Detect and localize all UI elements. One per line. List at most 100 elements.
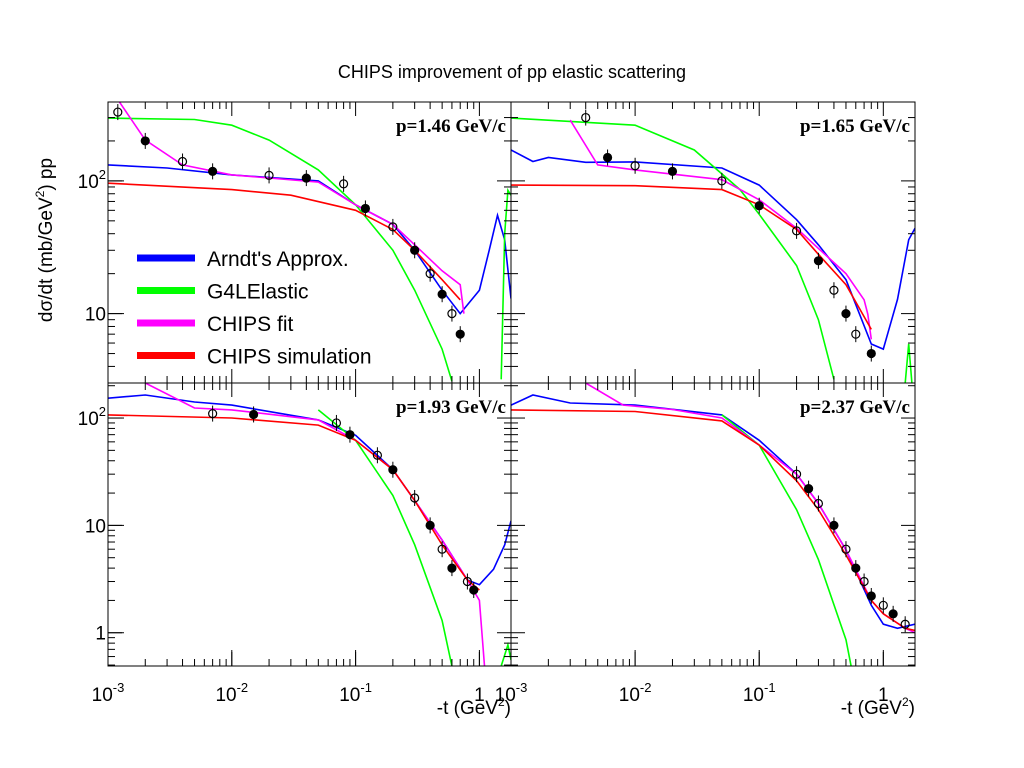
- data-point: [581, 112, 591, 123]
- tick-label-base: 10: [743, 685, 764, 706]
- series-line: [108, 117, 511, 382]
- annotation: p=1.93 GeV/c: [396, 397, 506, 418]
- data-point: [264, 170, 274, 180]
- annotation: p=2.37 GeV/c: [800, 397, 910, 418]
- data-point: [372, 450, 382, 460]
- data-point: [410, 493, 420, 503]
- tick-label: 10-1: [743, 680, 776, 706]
- data-point: [455, 329, 465, 339]
- data-point: [791, 226, 802, 236]
- series-line: [569, 119, 873, 340]
- data-point: [866, 348, 876, 359]
- legend-label: G4LElastic: [207, 281, 309, 304]
- series-line: [511, 394, 915, 630]
- x-label-tail: ): [505, 698, 511, 719]
- tick-label-exponent: 2: [99, 167, 106, 182]
- y-label-text: dσ/dt (mb/GeV: [36, 197, 57, 322]
- data-point: [813, 256, 824, 266]
- tick-label-exponent: -1: [360, 680, 372, 695]
- tick-label: 1: [474, 685, 485, 706]
- data-point: [888, 609, 898, 619]
- tick-label: 10-2: [619, 680, 652, 706]
- data-point: [447, 563, 457, 573]
- data-point: [177, 156, 188, 167]
- tick-label: 10-3: [495, 680, 528, 706]
- data-point: [301, 173, 311, 183]
- data-point: [667, 166, 678, 176]
- data-point: [425, 269, 435, 279]
- data-point: [388, 465, 398, 475]
- tick-label: 102: [78, 404, 106, 430]
- series-line: [108, 414, 480, 591]
- data-point: [360, 203, 371, 214]
- tick-label-exponent: -1: [764, 680, 776, 695]
- tick-label-base: 10: [78, 172, 99, 193]
- plot-area: [108, 383, 511, 666]
- y-axis-label: dσ/dt (mb/GeV2) pp: [33, 158, 57, 322]
- data-point: [469, 585, 479, 595]
- x-label-exponent: 2: [902, 695, 909, 709]
- data-point: [829, 285, 839, 295]
- data-point: [841, 544, 851, 554]
- y-label-exponent: 2: [33, 190, 47, 197]
- frame: [510, 382, 916, 667]
- data-point: [866, 591, 876, 601]
- tick-label: 10-3: [92, 680, 125, 706]
- axis-ticks: [510, 102, 915, 384]
- series-line: [511, 149, 915, 351]
- plot-area: [108, 102, 511, 382]
- data-point: [859, 576, 869, 587]
- data-point: [345, 430, 355, 440]
- series-line: [118, 102, 465, 314]
- x-axis-label: -t (GeV2): [437, 695, 511, 719]
- legend-label: Arndt's Approx.: [207, 248, 349, 271]
- frame: [107, 101, 512, 384]
- data-point: [630, 161, 640, 171]
- data-point: [878, 600, 888, 610]
- data-point: [113, 107, 123, 117]
- data-point: [410, 245, 420, 255]
- tick-label: 1: [95, 624, 106, 645]
- x-label-exponent: 2: [498, 695, 505, 709]
- data-point: [447, 309, 457, 319]
- title: CHIPS improvement of pp elastic scatteri…: [338, 62, 686, 82]
- tick-label: 102: [78, 167, 106, 193]
- annotation: p=1.46 GeV/c: [396, 116, 506, 137]
- data-point: [829, 520, 839, 530]
- series-line: [585, 383, 915, 634]
- series-line: [511, 117, 913, 383]
- data-point: [208, 166, 218, 176]
- data-point: [437, 544, 447, 554]
- tick-label: 10-2: [215, 680, 248, 706]
- tick-label: 10: [85, 516, 106, 537]
- series-line: [511, 409, 915, 632]
- data-point: [462, 576, 473, 587]
- data-point: [791, 469, 802, 479]
- tick-label-base: 10: [78, 409, 99, 430]
- data-point: [851, 563, 861, 573]
- annotation: p=1.65 GeV/c: [800, 116, 910, 137]
- tick-label-base: 10: [215, 685, 236, 706]
- plot-area: [511, 383, 915, 666]
- tick-label-exponent: 2: [99, 404, 106, 419]
- tick-label-exponent: -3: [516, 680, 528, 695]
- data-point: [425, 520, 435, 530]
- tick-label-base: 10: [339, 685, 360, 706]
- data-point: [602, 152, 613, 163]
- data-point: [437, 289, 447, 299]
- tick-label-base: 10: [619, 685, 640, 706]
- tick-label-exponent: -2: [237, 680, 249, 695]
- axis-ticks: [510, 383, 915, 666]
- data-point: [331, 418, 342, 428]
- frame: [510, 101, 916, 384]
- data-point: [717, 176, 727, 186]
- tick-label: 10: [85, 305, 106, 326]
- y-label-tail: ) pp: [36, 158, 57, 191]
- tick-label: 1: [878, 685, 889, 706]
- x-label-text: -t (GeV: [437, 698, 499, 719]
- x-label-tail: ): [909, 698, 915, 719]
- data-point: [813, 498, 824, 509]
- data-point: [140, 136, 150, 146]
- tick-label-base: 10: [495, 685, 516, 706]
